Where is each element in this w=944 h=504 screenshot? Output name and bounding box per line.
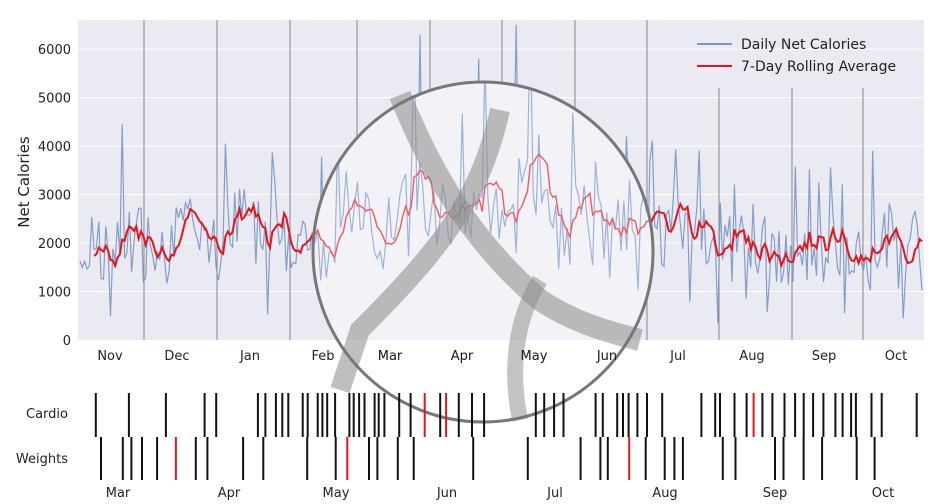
x-tick-label: Sep xyxy=(812,349,837,364)
raster-x-tick-label: Apr xyxy=(218,486,241,501)
legend: Daily Net Calories 7-Day Rolling Average xyxy=(697,37,896,75)
y-tick-label: 4000 xyxy=(38,140,71,155)
raster-x-tick-label: Jul xyxy=(546,486,563,501)
legend-label-daily: Daily Net Calories xyxy=(741,37,866,53)
raster-x-tick-label: Oct xyxy=(872,486,894,501)
legend-label-rolling: 7-Day Rolling Average xyxy=(741,59,896,75)
raster-x-tick-label: Aug xyxy=(652,486,677,501)
raster-label-weights: Weights xyxy=(16,452,68,467)
zoom-x-tick-label: Jun xyxy=(596,349,617,364)
y-axis-label: Net Calories xyxy=(15,136,33,228)
x-tick-label: Jan xyxy=(239,349,260,364)
raster-x-tick-label: May xyxy=(323,486,350,501)
connector-band xyxy=(507,275,547,422)
y-tick-label: 2000 xyxy=(38,237,71,252)
zoom-series-rolling xyxy=(314,153,653,259)
x-tick-label: Feb xyxy=(311,349,334,364)
zoom-x-tick-label: May xyxy=(521,349,548,364)
raster-x-tick-label: Sep xyxy=(763,486,788,501)
zoom-x-tick-label: Apr xyxy=(451,349,474,364)
connector-band xyxy=(389,90,643,351)
y-tick-label: 3000 xyxy=(38,189,71,204)
raster-x-tick-label: Mar xyxy=(106,486,131,501)
x-tick-label: Oct xyxy=(885,349,907,364)
y-tick-label: 0 xyxy=(63,334,71,349)
y-tick-label: 6000 xyxy=(38,43,71,58)
y-tick-label: 1000 xyxy=(38,286,71,301)
raster-x-tick-label: Jun xyxy=(436,486,457,501)
zoom-series-daily xyxy=(314,82,653,291)
raster-label-cardio: Cardio xyxy=(26,407,68,422)
connector-band xyxy=(330,107,510,394)
y-tick-label: 5000 xyxy=(38,92,71,107)
x-tick-label: Jul xyxy=(669,349,686,364)
x-tick-label: Aug xyxy=(739,349,764,364)
zoom-x-tick-label: Mar xyxy=(378,349,403,364)
x-tick-label: Nov xyxy=(97,349,123,364)
x-tick-label: Dec xyxy=(164,349,189,364)
magnifier-lens-ring xyxy=(311,80,655,424)
